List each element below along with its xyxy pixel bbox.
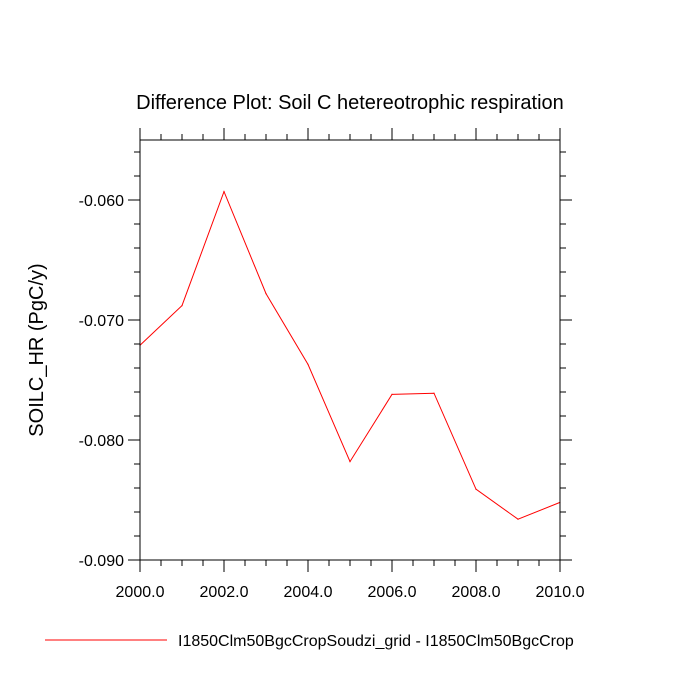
y-axis-label: SOILC_HR (PgC/y) xyxy=(26,263,48,436)
y-tick-label: -0.090 xyxy=(79,553,124,570)
data-point xyxy=(391,393,393,395)
data-point xyxy=(265,293,267,295)
data-point xyxy=(433,392,435,394)
y-tick-label: -0.080 xyxy=(79,433,124,450)
x-tick-label: 2004.0 xyxy=(284,584,333,601)
plot-frame xyxy=(139,139,561,561)
x-tick-label: 2010.0 xyxy=(536,584,585,601)
data-point xyxy=(517,518,519,520)
y-tick-label: -0.060 xyxy=(79,193,124,210)
data-point xyxy=(307,363,309,365)
legend: I1850Clm50BgcCropSoudzi_grid - I1850Clm5… xyxy=(45,633,574,650)
chart-title: Difference Plot: Soil C hetereotrophic r… xyxy=(136,92,564,114)
data-point xyxy=(475,488,477,490)
data-point xyxy=(223,191,225,193)
y-tick-label: -0.070 xyxy=(79,313,124,330)
data-point xyxy=(181,305,183,307)
data-point xyxy=(349,461,351,463)
series-line xyxy=(139,190,561,520)
x-tick-label: 2002.0 xyxy=(200,584,249,601)
x-tick-label: 2008.0 xyxy=(452,584,501,601)
series-layer xyxy=(139,190,561,520)
axis-ticks xyxy=(128,128,572,572)
x-tick-label: 2000.0 xyxy=(116,584,165,601)
tick-labels: 2000.0 2002.0 2004.0 2006.0 2008.0 2010.0 -0.0… xyxy=(79,193,585,601)
x-tick-label: 2006.0 xyxy=(368,584,417,601)
legend-label: I1850Clm50BgcCropSoudzi_grid - I1850Clm5… xyxy=(178,633,574,650)
